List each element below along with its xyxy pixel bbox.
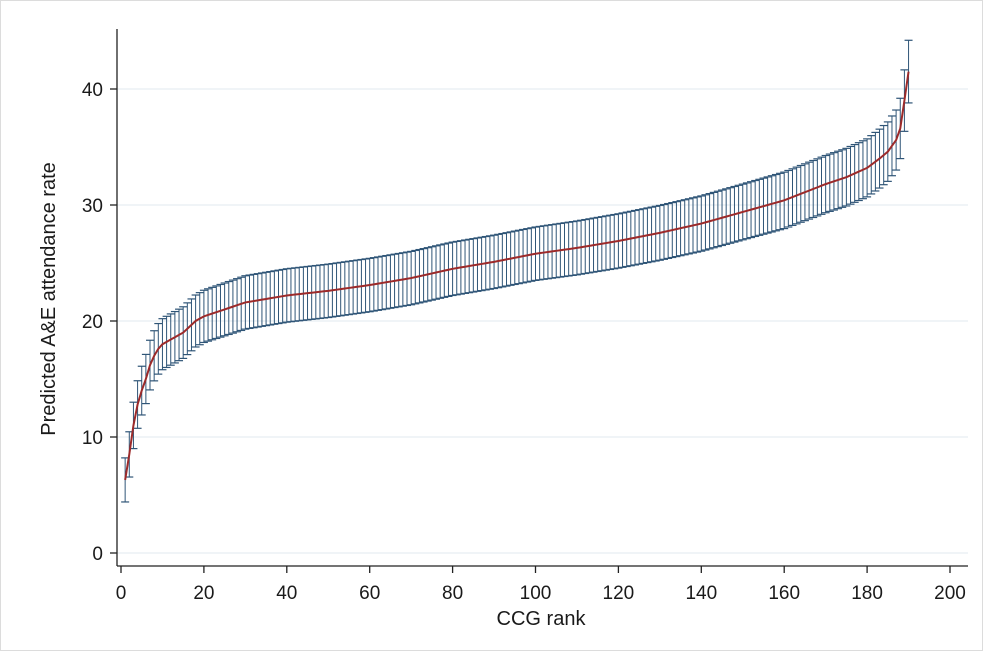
x-tick-label-100: 100 <box>520 583 552 604</box>
y-tick-label-0: 0 <box>92 544 103 565</box>
predicted-rate-series <box>124 71 910 481</box>
predicted-rate-line <box>124 71 910 481</box>
x-tick-label-120: 120 <box>603 583 635 604</box>
y-tick-label-40: 40 <box>82 80 103 101</box>
y-axis-title: Predicted A&E attendance rate <box>38 162 60 436</box>
axes: 0 10 20 30 40 0 20 40 60 80 100 120 140 160 180 200 <box>82 29 968 604</box>
x-tick-label-60: 60 <box>359 583 380 604</box>
x-tick-label-200: 200 <box>934 583 966 604</box>
x-tick-label-0: 0 <box>116 583 127 604</box>
x-axis-title: CCG rank <box>497 608 587 630</box>
x-tick-label-140: 140 <box>685 583 717 604</box>
x-tick-label-40: 40 <box>276 583 297 604</box>
y-tick-label-20: 20 <box>82 312 103 333</box>
x-tick-label-180: 180 <box>851 583 883 604</box>
y-tick-label-10: 10 <box>82 428 103 449</box>
y-tick-label-30: 30 <box>82 196 103 217</box>
x-tick-label-160: 160 <box>768 583 800 604</box>
x-tick-label-80: 80 <box>442 583 463 604</box>
x-tick-label-20: 20 <box>193 583 214 604</box>
gridlines <box>117 88 968 554</box>
confidence-interval-bars <box>121 39 913 503</box>
